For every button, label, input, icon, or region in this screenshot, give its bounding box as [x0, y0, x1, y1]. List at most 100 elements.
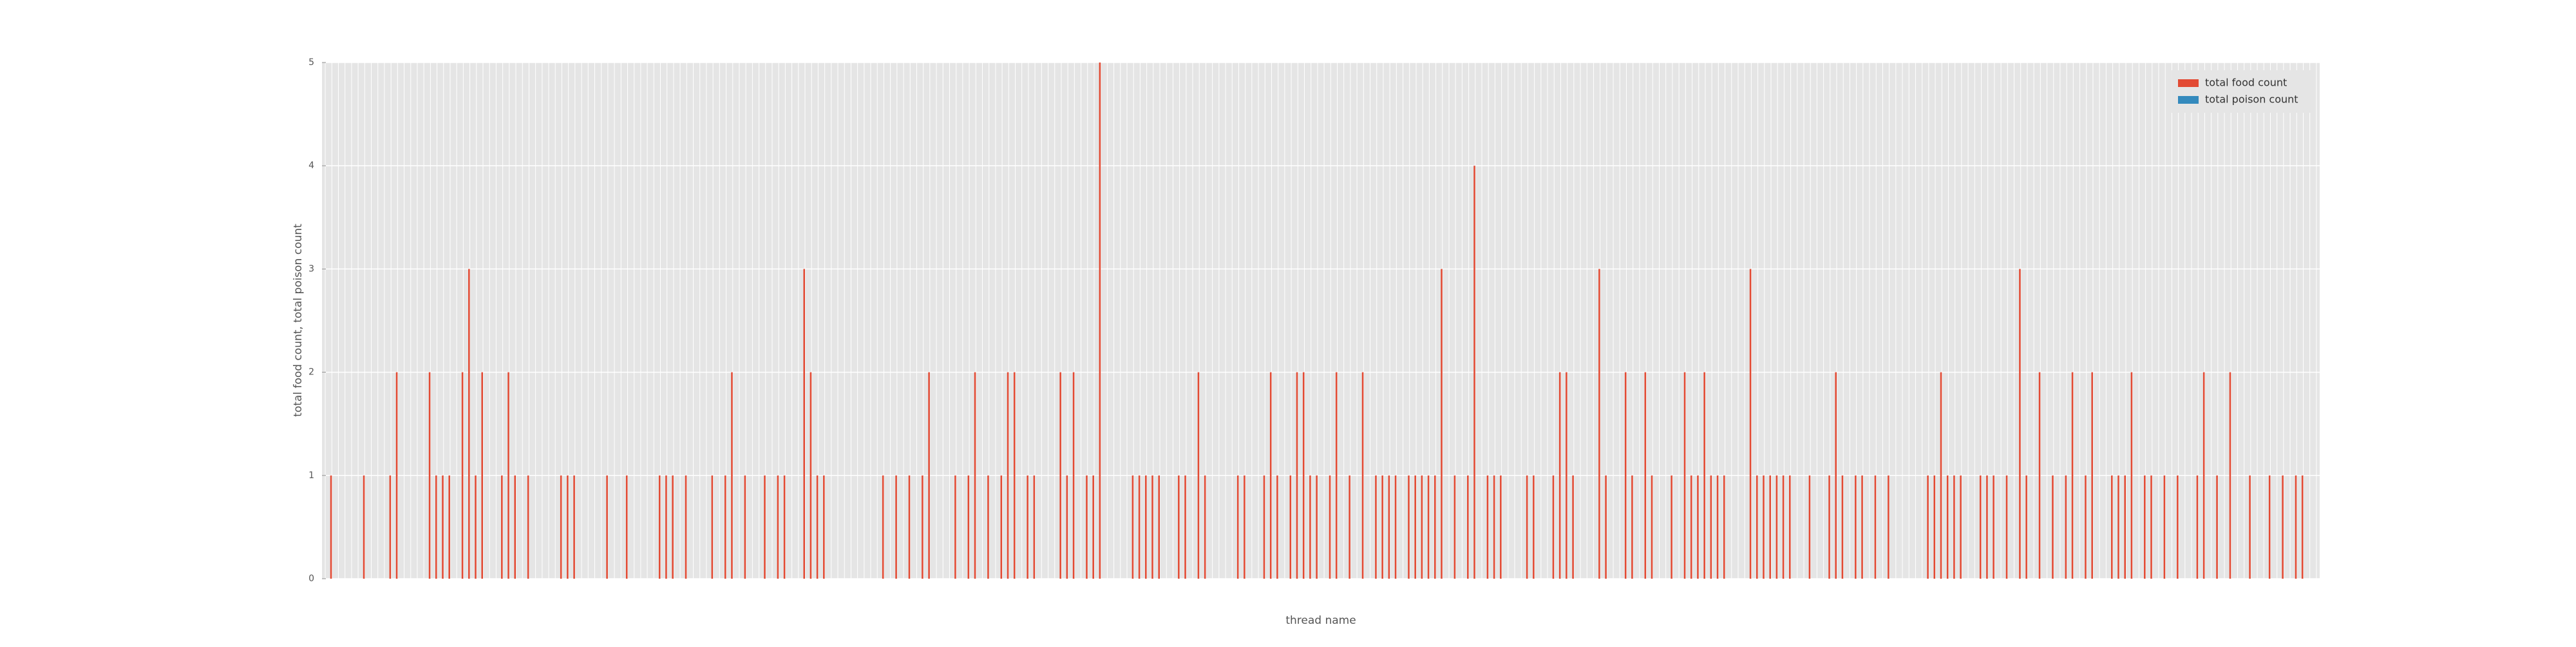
bar [1184, 475, 1186, 579]
bar [2144, 475, 2146, 579]
bar [711, 475, 714, 579]
bar [1769, 475, 1771, 579]
bar [928, 372, 930, 579]
bar [1946, 475, 1949, 579]
y-tick-label: 5 [308, 57, 314, 68]
bar [2196, 475, 2199, 579]
bar [1388, 475, 1390, 579]
bar [658, 475, 661, 579]
legend-box [2172, 70, 2312, 113]
bar [1059, 372, 1061, 579]
bar [685, 475, 687, 579]
bar [1861, 475, 1863, 579]
bar [731, 372, 733, 579]
bar [1361, 372, 1364, 579]
bar [2177, 475, 2179, 579]
bar [1993, 475, 1994, 579]
bar [1086, 475, 1088, 579]
bar [2091, 372, 2093, 579]
bar [435, 475, 437, 579]
bar [1375, 475, 1377, 579]
bar [1986, 475, 1988, 579]
bar [1269, 372, 1272, 579]
bar [448, 475, 450, 579]
bar [1421, 475, 1423, 579]
bar [1302, 372, 1305, 579]
bar [1749, 269, 1752, 579]
bar [428, 372, 431, 579]
bar [2301, 475, 2304, 579]
bar [1289, 475, 1292, 579]
bar [2085, 475, 2087, 579]
bar [1756, 475, 1758, 579]
bar [1434, 475, 1436, 579]
bar [1408, 475, 1410, 579]
bar [1979, 475, 1982, 579]
bar [1835, 372, 1837, 579]
bar [882, 475, 884, 579]
bar [823, 475, 825, 579]
bar [1473, 166, 1475, 579]
bar [1940, 372, 1942, 579]
bar [606, 475, 608, 579]
bar [922, 475, 923, 579]
bar [560, 475, 562, 579]
bar [1027, 475, 1028, 579]
bar [1671, 475, 1672, 579]
y-axis-label: total food count, total poison count [292, 224, 305, 417]
bar [1953, 475, 1955, 579]
bar [2282, 475, 2284, 579]
bar [442, 475, 444, 579]
bar [1566, 372, 1567, 579]
bar [1631, 475, 1633, 579]
bar [2052, 475, 2054, 579]
bar [2025, 475, 2027, 579]
bar [2295, 475, 2297, 579]
bar [475, 475, 477, 579]
bar [1552, 475, 1555, 579]
bar [1723, 475, 1725, 579]
bar [1690, 475, 1692, 579]
bar [1683, 372, 1686, 579]
bar [1000, 475, 1003, 579]
bar [672, 475, 674, 579]
legend-swatch [2178, 79, 2199, 87]
bar [2130, 372, 2133, 579]
bar [1644, 372, 1647, 579]
bar [1558, 372, 1561, 579]
bar [573, 475, 575, 579]
bar [1960, 475, 1962, 579]
legend-label: total food count [2205, 77, 2287, 89]
bar [1855, 475, 1857, 579]
bar [625, 475, 628, 579]
bar [1703, 372, 1705, 579]
bar [2117, 475, 2119, 579]
y-tick-label: 3 [308, 264, 314, 274]
bar [764, 475, 766, 579]
y-tick-label: 1 [308, 470, 314, 481]
bar [2216, 475, 2218, 579]
bar [507, 372, 509, 579]
bar [1841, 475, 1844, 579]
bar [1710, 475, 1712, 579]
bar [1178, 475, 1180, 579]
bar [1716, 475, 1719, 579]
bar [816, 475, 819, 579]
bar [1033, 475, 1036, 579]
bar [461, 372, 464, 579]
bar [1099, 63, 1101, 579]
bar [1316, 475, 1318, 579]
bar [803, 269, 805, 579]
bar [1486, 475, 1489, 579]
bar [1394, 475, 1397, 579]
bar [1007, 372, 1009, 579]
bar [1493, 475, 1495, 579]
bar [1296, 372, 1298, 579]
bar [1309, 475, 1311, 579]
bar [1467, 475, 1469, 579]
bar [895, 475, 897, 579]
bar [1605, 475, 1607, 579]
bar [1276, 475, 1278, 579]
bar [1263, 475, 1265, 579]
bar [908, 475, 911, 579]
